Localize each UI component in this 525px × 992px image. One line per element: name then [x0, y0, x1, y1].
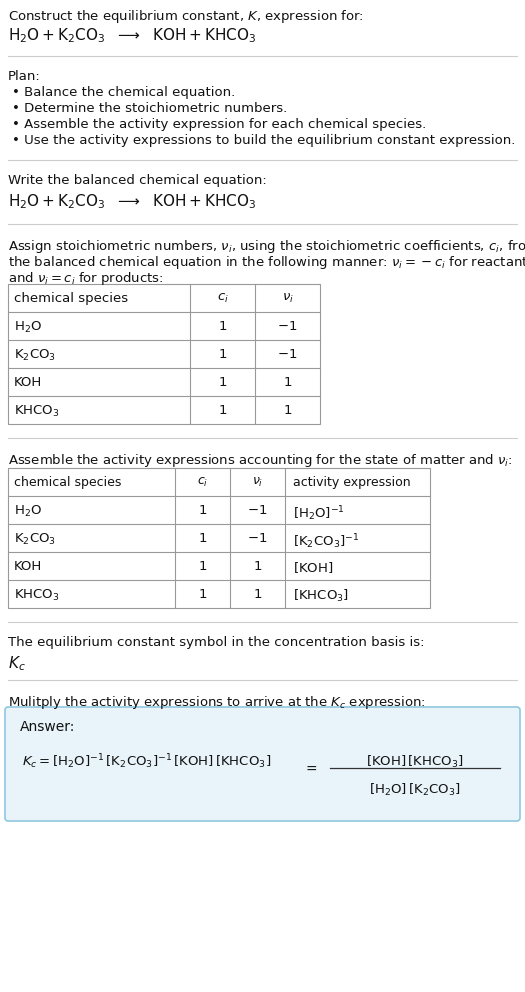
Text: KOH: KOH — [14, 376, 42, 389]
Text: $[\mathrm{H_2O}]\,[\mathrm{K_2CO_3}]$: $[\mathrm{H_2O}]\,[\mathrm{K_2CO_3}]$ — [369, 782, 461, 799]
Text: $-1$: $-1$ — [277, 320, 298, 333]
Text: $=$: $=$ — [302, 761, 318, 775]
Text: $\mathrm{KHCO_3}$: $\mathrm{KHCO_3}$ — [14, 588, 59, 603]
Text: 1: 1 — [198, 504, 207, 517]
Text: chemical species: chemical species — [14, 476, 121, 489]
Text: $[\mathrm{K_2CO_3}]^{-1}$: $[\mathrm{K_2CO_3}]^{-1}$ — [293, 532, 359, 551]
Text: $\mathrm{H_2O}$: $\mathrm{H_2O}$ — [14, 504, 42, 519]
Text: Construct the equilibrium constant, $K$, expression for:: Construct the equilibrium constant, $K$,… — [8, 8, 364, 25]
Bar — [8, 284, 320, 424]
Text: Assemble the activity expressions accounting for the state of matter and $\nu_i$: Assemble the activity expressions accoun… — [8, 452, 513, 469]
Text: 1: 1 — [198, 532, 207, 545]
Bar — [8, 468, 430, 608]
Text: 1: 1 — [198, 588, 207, 601]
Text: KOH: KOH — [14, 560, 42, 573]
Text: $\nu_i$: $\nu_i$ — [281, 292, 293, 306]
Text: 1: 1 — [253, 560, 262, 573]
Text: $[\mathrm{KOH}]\,[\mathrm{KHCO_3}]$: $[\mathrm{KOH}]\,[\mathrm{KHCO_3}]$ — [366, 754, 464, 770]
FancyBboxPatch shape — [5, 707, 520, 821]
Text: 1: 1 — [198, 560, 207, 573]
Text: $-1$: $-1$ — [277, 348, 298, 361]
Text: $c_i$: $c_i$ — [197, 476, 208, 489]
Text: Answer:: Answer: — [20, 720, 76, 734]
Text: 1: 1 — [218, 320, 227, 333]
Text: $\mathrm{H_2O + K_2CO_3}$  $\longrightarrow$  $\mathrm{KOH + KHCO_3}$: $\mathrm{H_2O + K_2CO_3}$ $\longrightarr… — [8, 192, 257, 210]
Text: $\nu_i$: $\nu_i$ — [252, 476, 263, 489]
Text: $[\mathrm{KOH}]$: $[\mathrm{KOH}]$ — [293, 560, 333, 575]
Text: Mulitply the activity expressions to arrive at the $K_c$ expression:: Mulitply the activity expressions to arr… — [8, 694, 426, 711]
Text: 1: 1 — [284, 376, 292, 389]
Text: Write the balanced chemical equation:: Write the balanced chemical equation: — [8, 174, 267, 187]
Text: $K_c$: $K_c$ — [8, 654, 26, 673]
Text: activity expression: activity expression — [293, 476, 411, 489]
Text: Plan:: Plan: — [8, 70, 41, 83]
Text: $\mathrm{KHCO_3}$: $\mathrm{KHCO_3}$ — [14, 404, 59, 419]
Text: • Determine the stoichiometric numbers.: • Determine the stoichiometric numbers. — [12, 102, 287, 115]
Text: 1: 1 — [218, 404, 227, 417]
Text: chemical species: chemical species — [14, 292, 128, 305]
Text: $[\mathrm{H_2O}]^{-1}$: $[\mathrm{H_2O}]^{-1}$ — [293, 504, 345, 523]
Text: $\mathrm{K_2CO_3}$: $\mathrm{K_2CO_3}$ — [14, 532, 56, 548]
Text: $\mathrm{H_2O + K_2CO_3}$  $\longrightarrow$  $\mathrm{KOH + KHCO_3}$: $\mathrm{H_2O + K_2CO_3}$ $\longrightarr… — [8, 26, 257, 45]
Text: The equilibrium constant symbol in the concentration basis is:: The equilibrium constant symbol in the c… — [8, 636, 425, 649]
Text: $-1$: $-1$ — [247, 532, 268, 545]
Text: and $\nu_i = c_i$ for products:: and $\nu_i = c_i$ for products: — [8, 270, 164, 287]
Text: 1: 1 — [218, 376, 227, 389]
Text: 1: 1 — [218, 348, 227, 361]
Text: Assign stoichiometric numbers, $\nu_i$, using the stoichiometric coefficients, $: Assign stoichiometric numbers, $\nu_i$, … — [8, 238, 525, 255]
Text: $\mathrm{H_2O}$: $\mathrm{H_2O}$ — [14, 320, 42, 335]
Text: the balanced chemical equation in the following manner: $\nu_i = -c_i$ for react: the balanced chemical equation in the fo… — [8, 254, 525, 271]
Text: 1: 1 — [284, 404, 292, 417]
Text: $[\mathrm{KHCO_3}]$: $[\mathrm{KHCO_3}]$ — [293, 588, 349, 604]
Text: • Assemble the activity expression for each chemical species.: • Assemble the activity expression for e… — [12, 118, 426, 131]
Text: 1: 1 — [253, 588, 262, 601]
Text: • Balance the chemical equation.: • Balance the chemical equation. — [12, 86, 235, 99]
Text: • Use the activity expressions to build the equilibrium constant expression.: • Use the activity expressions to build … — [12, 134, 516, 147]
Text: $-1$: $-1$ — [247, 504, 268, 517]
Text: $c_i$: $c_i$ — [217, 292, 228, 306]
Text: $\mathrm{K_2CO_3}$: $\mathrm{K_2CO_3}$ — [14, 348, 56, 363]
Text: $K_c = [\mathrm{H_2O}]^{-1}\,[\mathrm{K_2CO_3}]^{-1}\,[\mathrm{KOH}]\,[\mathrm{K: $K_c = [\mathrm{H_2O}]^{-1}\,[\mathrm{K_… — [22, 752, 271, 771]
